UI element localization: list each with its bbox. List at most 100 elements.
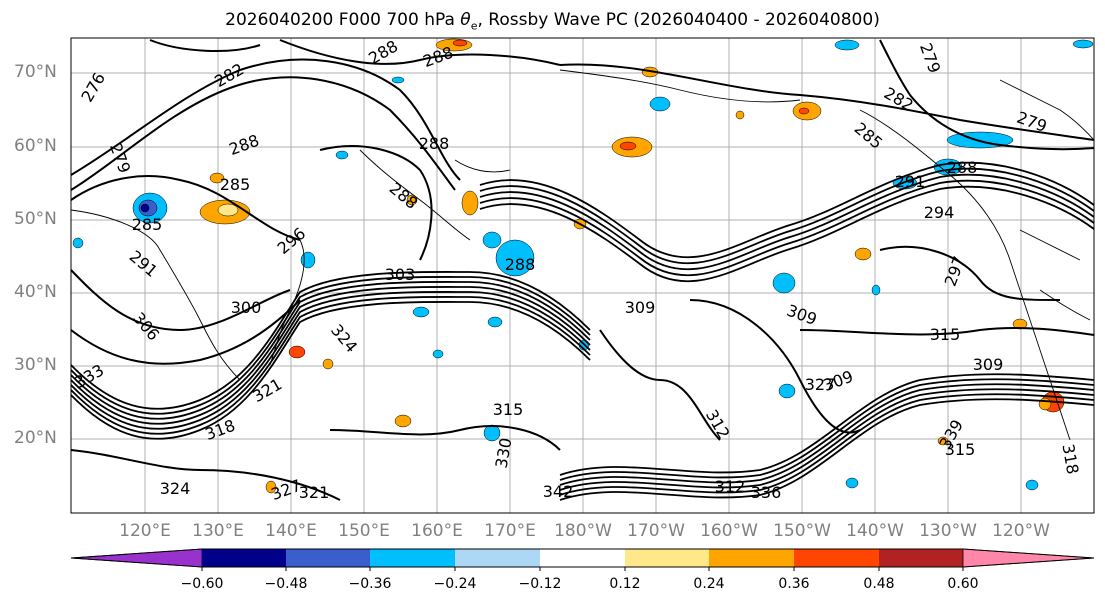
anomaly-shade [209, 172, 225, 184]
latitude-label: 70°N [14, 62, 57, 82]
colorbar-tick-label: 0.24 [693, 576, 725, 592]
contour-label: 342 [543, 482, 574, 501]
jet-contour [559, 383, 1095, 486]
colorbar-segment [879, 549, 963, 567]
anomaly-shade [834, 39, 860, 51]
anomaly-shade [140, 203, 150, 213]
contour-label: 309 [625, 298, 656, 317]
anomaly-shade [845, 477, 859, 489]
anomaly-shade [854, 247, 872, 261]
contour-line [319, 145, 433, 261]
anomaly-shade [394, 414, 412, 428]
jet-contour [559, 393, 1095, 496]
colorbar-tick-label: −0.36 [348, 576, 392, 592]
jet-contour [70, 281, 591, 420]
longitude-label: 170°E [484, 521, 536, 541]
jet-contour [70, 291, 591, 430]
longitude-label: 150°E [338, 521, 390, 541]
jet-contour [559, 398, 1095, 501]
jet-contour [479, 185, 1095, 283]
anomaly-shade [482, 231, 502, 249]
longitude-label: 170°W [627, 521, 685, 541]
coastline [999, 79, 1095, 141]
longitude-label: 120°W [992, 521, 1050, 541]
anomaly-shading [72, 38, 1094, 494]
colorbar-tick-label: −0.24 [433, 576, 477, 592]
anomaly-shade [487, 316, 503, 328]
contour-label: 309 [973, 355, 1004, 374]
anomaly-shade [1038, 397, 1052, 411]
jet-contour [479, 161, 1095, 259]
latitude-label: 60°N [14, 136, 57, 156]
anomaly-shade [778, 383, 796, 399]
colorbar-segment [286, 549, 370, 567]
theta-e-contours [70, 39, 1095, 501]
coastline [559, 69, 801, 103]
contour-label: 288 [947, 158, 978, 177]
coastline [269, 239, 305, 366]
contour-label: 303 [385, 265, 416, 284]
anomaly-shade [649, 96, 671, 112]
jet-contour [559, 388, 1095, 491]
jet-contour [559, 378, 1095, 481]
anomaly-shade [452, 39, 468, 47]
anomaly-shade [483, 424, 501, 442]
contour-line [279, 39, 561, 66]
jet-contour [479, 173, 1095, 271]
contour-label: 321 [299, 483, 330, 502]
anomaly-shade [265, 480, 277, 494]
contour-label: 285 [132, 215, 163, 234]
contour-label: 315 [930, 325, 961, 344]
anomaly-shade [335, 150, 349, 160]
longitude-label: 180°W [554, 521, 612, 541]
latitude-label: 20°N [14, 428, 57, 448]
anomaly-shade [1012, 318, 1028, 330]
longitude-label: 130°E [192, 521, 244, 541]
contour-line [70, 175, 301, 241]
longitude-label: 130°W [919, 521, 977, 541]
longitude-label: 120°E [119, 521, 171, 541]
longitude-label: 150°W [773, 521, 831, 541]
colorbar-segment [625, 549, 709, 567]
contour-line [879, 39, 1095, 151]
latitude-label: 40°N [14, 282, 57, 302]
longitude-label: 140°W [846, 521, 904, 541]
anomaly-shade [461, 190, 479, 216]
jet-contour [559, 373, 1095, 476]
colorbar [70, 548, 1095, 571]
jet-contour [70, 286, 591, 425]
colorbar-segment [709, 549, 794, 567]
contour-line [70, 76, 456, 191]
anomaly-shade [871, 284, 881, 296]
colorbar-tick-label: −0.48 [264, 576, 308, 592]
anomaly-shade [1072, 39, 1094, 49]
contour-label: 312 [715, 477, 746, 496]
longitude-label: 140°E [265, 521, 317, 541]
jet-contour [479, 167, 1095, 265]
colorbar-tick-label: 0.36 [778, 576, 810, 592]
anomaly-shade [391, 76, 405, 84]
colorbar-tick-label: 0.12 [609, 576, 641, 592]
colorbar-tick-label: 0.48 [863, 576, 895, 592]
contour-label: 327 [805, 375, 836, 394]
colorbar-tick-label: −0.12 [518, 576, 562, 592]
colorbar-segment [540, 549, 625, 567]
jet-contour [70, 301, 591, 440]
coastline [859, 109, 1071, 441]
longitude-label: 160°W [700, 521, 758, 541]
longitude-label: 160°E [411, 521, 463, 541]
contour-label: 300 [231, 298, 262, 317]
colorbar-segment [794, 549, 879, 567]
contour-label: 288 [505, 255, 536, 274]
colorbar-segment [455, 549, 540, 567]
contour-line [149, 39, 261, 52]
anomaly-shade [937, 436, 949, 446]
anomaly-shade [495, 239, 535, 277]
anomaly-shade [300, 251, 316, 269]
anomaly-shade [1025, 479, 1039, 491]
contour-line [329, 425, 561, 451]
coastline [1019, 229, 1081, 261]
map-frame [70, 37, 1095, 514]
coastlines [70, 69, 1095, 441]
